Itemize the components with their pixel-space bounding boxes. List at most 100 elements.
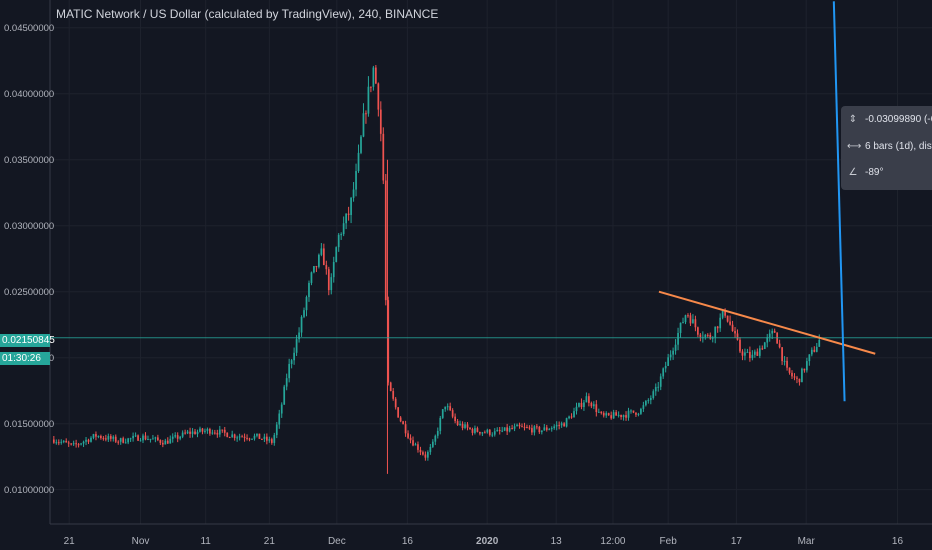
candle-body [642,405,645,409]
candle-body [347,213,350,215]
candle-body [788,367,791,373]
candle-body [236,437,239,439]
candle-body [644,400,647,406]
candle-body [241,436,243,438]
candle-body [422,452,424,455]
candle-body [654,387,657,392]
candle-body [719,317,722,329]
candle-body [166,440,169,444]
candle-body [436,430,439,436]
candle-body [293,352,295,361]
x-tick-label: 21 [264,536,276,547]
candle-body [456,421,459,425]
candle-body [404,424,407,434]
candle-body [612,412,615,419]
candle-body [189,431,191,434]
candle-body [419,449,422,453]
candle-body [508,428,511,432]
candle-body [751,354,754,359]
candle-body [441,409,444,418]
candle-body [528,427,531,429]
candle-body [714,326,717,338]
candle-body [734,331,736,334]
candle-body [553,426,556,429]
candle-body [439,417,442,431]
candle-body [295,339,298,353]
candle-body [142,435,144,441]
candle-body [692,319,694,324]
drawings[interactable] [658,1,876,402]
candle-body [521,426,523,428]
candle-body [449,406,452,411]
candle-body [238,436,241,438]
candle-body [573,411,575,418]
candle-body [657,386,660,388]
x-tick-label: Mar [798,536,816,547]
candle-body [454,416,456,422]
candle-body [100,436,102,439]
candle-body [201,428,204,432]
tooltip-angle: -89° [865,167,884,178]
x-tick-label: 2020 [476,536,499,547]
candle-body [127,438,130,443]
candle-body [605,413,608,416]
candle-body [402,421,404,425]
candle-body [474,428,476,433]
candle-body [652,391,655,398]
candle-body [501,430,504,432]
candle-body [483,432,486,434]
candle-body [741,351,744,356]
measure-tooltip: ⇕ -0.03099890 (-65.1 ⟷ 6 bars (1d), dist… [841,106,932,190]
candle-body [486,429,489,433]
candle-body [407,433,409,438]
candle-body [625,415,627,418]
candle-body [771,330,774,334]
candle-body [791,372,793,377]
measure-line [832,1,846,402]
candle-body [783,360,786,362]
x-tick-label: 17 [731,536,743,547]
candle-body [300,316,303,333]
candle-body [246,437,248,439]
candle-body [379,109,382,134]
tooltip-bars-distance: 6 bars (1d), distanc [865,141,932,152]
candle-body [815,346,818,352]
candles [52,64,821,474]
candle-body [709,334,712,339]
candle-body [583,402,585,408]
candle-body [313,266,315,273]
candle-body [114,436,117,442]
x-tick-label: 12:00 [600,536,625,547]
candle-body [749,351,751,359]
candle-body [607,413,610,416]
candle-body [543,427,546,431]
candle-body [488,429,491,435]
candle-body [261,438,263,440]
x-tick-label: 11 [200,536,211,547]
candle-body [503,427,506,431]
candle-body [258,433,261,439]
candle-body [803,368,806,371]
candle-body [365,113,367,115]
candle-body [122,438,125,443]
candle-body [526,427,528,429]
candle-body [506,427,509,432]
candle-body [164,440,167,445]
candle-body [161,442,164,445]
candle-body [640,408,642,414]
vertical-range-icon: ⇕ [848,114,858,125]
candle-body [810,349,813,355]
candle-body [370,86,372,88]
candle-body [773,330,776,333]
candle-body [716,326,719,329]
candle-body [399,417,402,422]
candle-body [558,424,561,426]
candle-body [721,310,724,318]
candle-body [288,363,291,379]
candle-body [248,438,251,440]
candle-body [97,436,100,438]
candle-body [496,429,499,432]
